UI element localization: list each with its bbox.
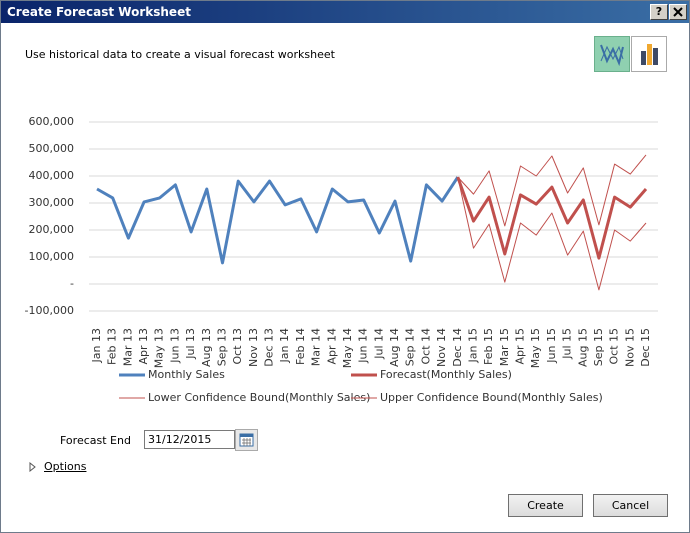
- x-tick-label: Feb 14: [294, 328, 307, 365]
- options-link[interactable]: Options: [44, 460, 87, 473]
- series-line: [457, 154, 647, 227]
- help-button[interactable]: ?: [650, 4, 668, 20]
- x-tick-label: May 15: [529, 328, 542, 368]
- close-button[interactable]: [669, 4, 687, 20]
- series-line: [456, 176, 648, 260]
- x-tick-label: Jan 14: [278, 328, 291, 363]
- x-tick-label: Dec 14: [451, 328, 464, 367]
- y-tick-label: 300,000: [29, 196, 75, 209]
- x-tick-label: Jun 15: [545, 328, 558, 364]
- series-line: [457, 176, 647, 291]
- x-tick-label: Oct 13: [231, 328, 244, 365]
- x-tick-label: May 14: [341, 328, 354, 368]
- y-tick-label: -: [70, 277, 74, 290]
- x-tick-label: Sep 13: [215, 328, 228, 366]
- x-tick-label: Feb 13: [106, 328, 119, 365]
- x-tick-label: Oct 15: [608, 328, 621, 365]
- x-tick-label: Sep 15: [592, 328, 605, 366]
- icon: [600, 44, 624, 67]
- x-tick-label: Mar 13: [121, 328, 134, 366]
- x-tick-label: Apr 15: [514, 328, 527, 365]
- legend-label: Forecast(Monthly Sales): [380, 368, 512, 381]
- x-tick-label: Dec 13: [263, 328, 276, 367]
- dialog-title: Create Forecast Worksheet: [7, 5, 191, 19]
- x-tick-label: Mar 14: [310, 328, 323, 366]
- x-tick-label: Nov 13: [247, 328, 260, 367]
- calendar-icon: [239, 433, 254, 447]
- y-tick-label: -100,000: [25, 304, 74, 317]
- x-tick-label: Jan 15: [466, 328, 479, 363]
- close-icon: [673, 7, 683, 17]
- x-tick-label: Jun 14: [357, 328, 370, 364]
- x-tick-label: Aug 15: [576, 328, 589, 367]
- y-tick-label: 500,000: [29, 142, 75, 155]
- x-tick-label: Apr 13: [137, 328, 150, 365]
- title-bar: Create Forecast Worksheet ?: [1, 1, 689, 23]
- x-tick-label: Jun 13: [168, 328, 181, 364]
- y-tick-label: 600,000: [29, 115, 75, 128]
- y-tick-label: 100,000: [29, 250, 75, 263]
- legend-label: Upper Confidence Bound(Monthly Sales): [380, 391, 603, 404]
- description: Use historical data to create a visual f…: [25, 48, 335, 61]
- x-tick-label: Nov 15: [623, 328, 636, 367]
- x-tick-label: Sep 14: [404, 328, 417, 366]
- x-tick-label: Aug 14: [388, 328, 401, 367]
- calendar-button[interactable]: [235, 429, 258, 451]
- x-tick-label: Jul 15: [561, 328, 574, 360]
- series-line: [96, 176, 460, 265]
- options-expander[interactable]: [29, 462, 37, 472]
- y-tick-label: 400,000: [29, 169, 75, 182]
- x-tick-label: Nov 14: [435, 328, 448, 367]
- line-chart-icon[interactable]: [594, 36, 630, 72]
- x-tick-label: May 13: [153, 328, 166, 368]
- x-tick-label: Aug 13: [200, 328, 213, 367]
- x-tick-label: Dec 15: [639, 328, 652, 367]
- x-tick-label: Jul 14: [372, 328, 385, 360]
- x-tick-label: Apr 14: [325, 328, 338, 365]
- icon: [641, 44, 658, 65]
- x-tick-label: Oct 14: [419, 328, 432, 365]
- create-button[interactable]: Create: [508, 494, 583, 517]
- column-chart-icon[interactable]: [631, 36, 667, 72]
- forecast-end-label: Forecast End: [60, 434, 131, 447]
- x-tick-label: Jul 13: [184, 328, 197, 360]
- x-tick-label: Jan 13: [90, 328, 103, 363]
- x-tick-label: Feb 15: [482, 328, 495, 365]
- cancel-button[interactable]: Cancel: [593, 494, 668, 517]
- legend-label: Lower Confidence Bound(Monthly Sales): [148, 391, 370, 404]
- forecast-end-input[interactable]: 31/12/2015: [144, 430, 235, 449]
- x-tick-label: Mar 15: [498, 328, 511, 366]
- legend-label: Monthly Sales: [148, 368, 225, 381]
- y-tick-label: 200,000: [29, 223, 75, 236]
